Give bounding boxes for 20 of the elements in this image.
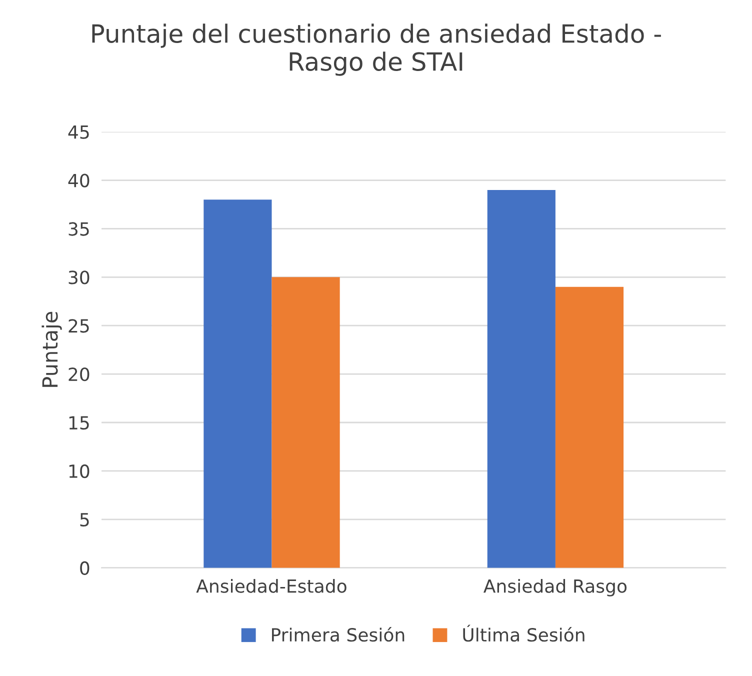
x-tick-label: Ansiedad Rasgo [484,578,627,596]
legend-label: Primera Sesión [272,626,404,642]
y-tick-label: 10 [69,464,90,478]
y-tick-label: 35 [68,222,89,236]
chart-title: Puntaje del cuestionario de ansiedad Estado - Rasgo de STAI [92,24,661,76]
bar [555,286,624,568]
y-tick-label: 30 [68,270,90,284]
y-tick-label: 45 [68,126,89,139]
bar [204,200,272,568]
y-tick-label: 15 [69,416,89,430]
y-tick-label: 20 [68,368,90,382]
legend-label: Última Sesión [463,624,584,642]
y-tick-label: 0 [80,561,90,575]
bar [487,190,556,568]
y-tick-label: 5 [80,513,89,527]
x-tick-label: Ansiedad-Estado [196,578,346,593]
y-axis-title: Puntaje [42,312,62,387]
y-tick-label: 25 [68,319,89,333]
y-tick-label: 40 [68,174,90,188]
bar [272,277,340,568]
